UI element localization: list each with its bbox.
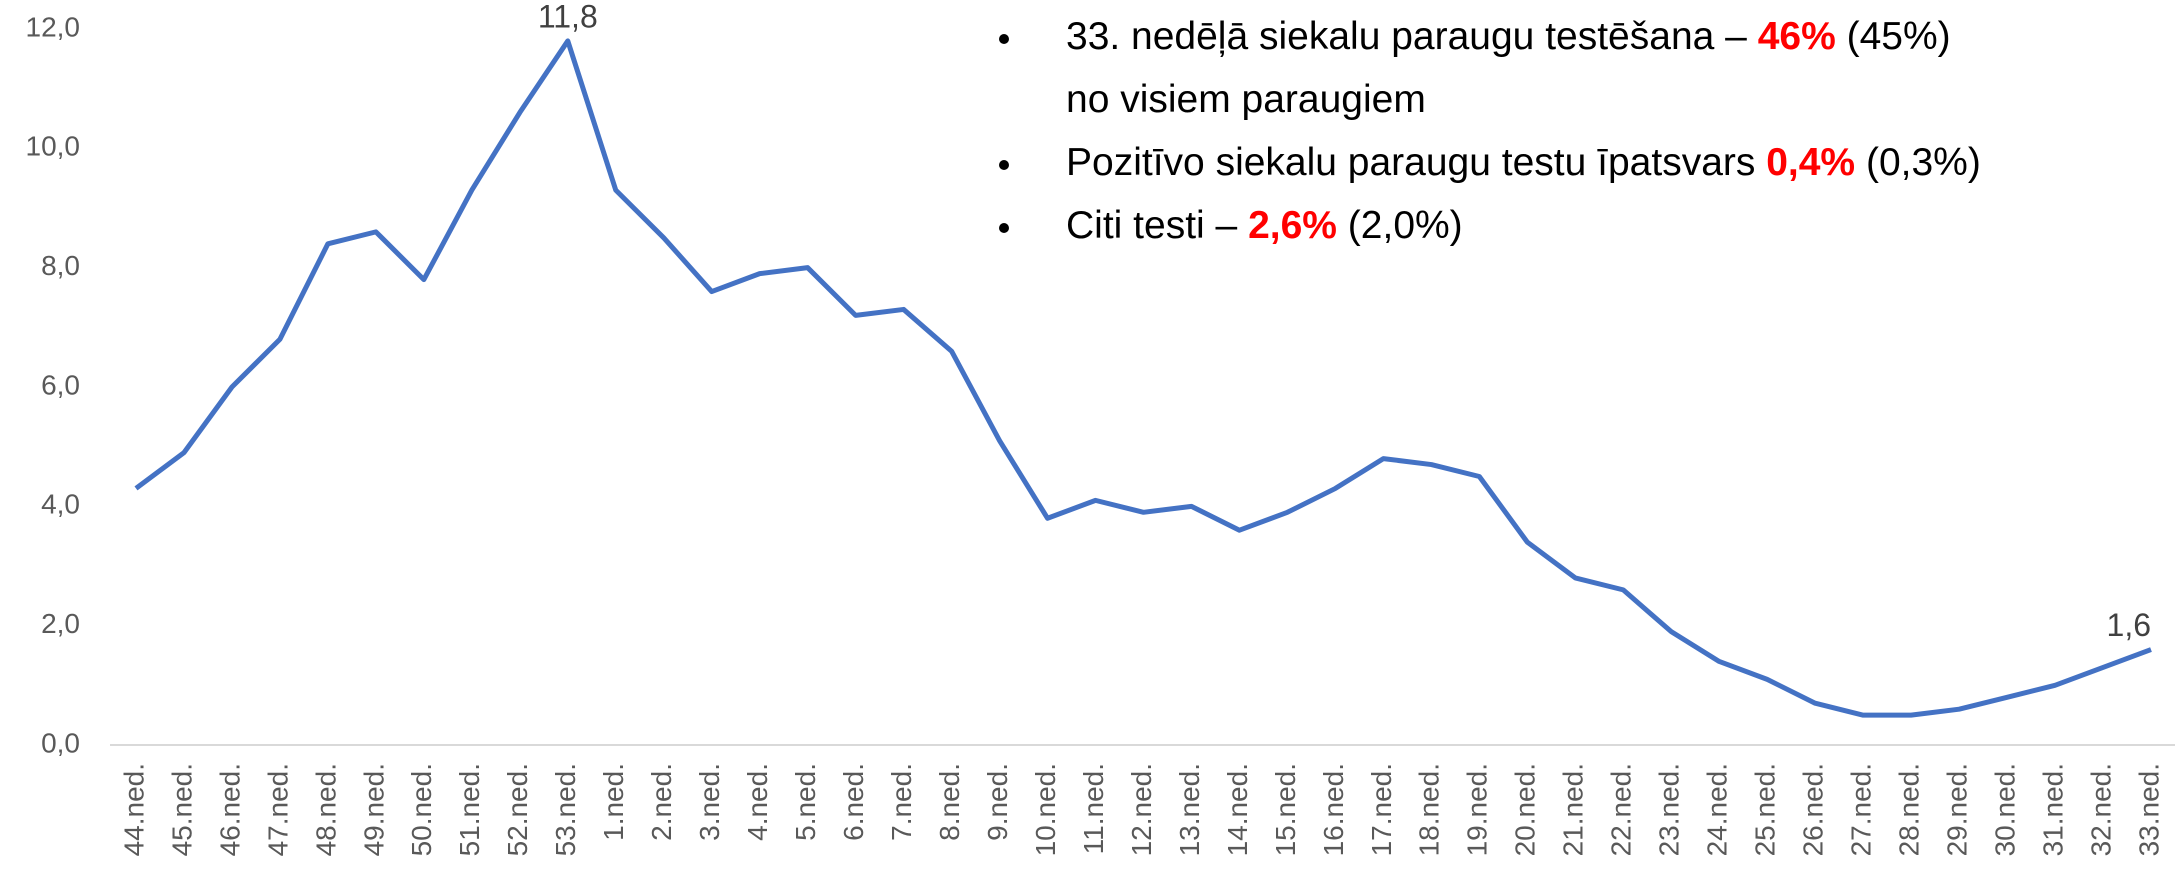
x-tick-label: 27.ned. <box>1846 763 1877 856</box>
x-tick-label: 19.ned. <box>1462 763 1493 856</box>
annotation-text: 0,4% <box>1766 141 1855 184</box>
annotation-text: Pozitīvo siekalu paraugu testu īpatsvars <box>1066 141 1766 184</box>
x-tick-label: 26.ned. <box>1798 763 1829 856</box>
x-tick-label: 48.ned. <box>310 763 341 856</box>
x-tick-label: 46.ned. <box>214 763 245 856</box>
x-tick-label: 29.ned. <box>1941 763 1972 856</box>
x-tick-label: 20.ned. <box>1510 763 1541 856</box>
x-tick-label: 47.ned. <box>262 763 293 856</box>
data-label: 1,6 <box>2107 607 2151 643</box>
x-tick-label: 23.ned. <box>1654 763 1685 856</box>
x-tick-label: 21.ned. <box>1558 763 1589 856</box>
bullet <box>999 34 1009 44</box>
annotation-line: Pozitīvo siekalu paraugu testu īpatsvars… <box>1066 141 1981 184</box>
x-tick-label: 16.ned. <box>1318 763 1349 856</box>
x-tick-label: 12.ned. <box>1126 763 1157 856</box>
x-tick-label: 15.ned. <box>1270 763 1301 856</box>
x-tick-label: 1.ned. <box>598 763 629 841</box>
data-line <box>134 38 2152 718</box>
x-tick-label: 33.ned. <box>2133 763 2164 856</box>
data-label: 11,8 <box>538 0 598 34</box>
y-tick-label: 4,0 <box>41 489 80 520</box>
annotation-line: 33. nedēļā siekalu paraugu testēšana – 4… <box>1066 15 1951 58</box>
x-tick-label: 24.ned. <box>1702 763 1733 856</box>
x-tick-label: 31.ned. <box>2037 763 2068 856</box>
x-tick-label: 17.ned. <box>1366 763 1397 856</box>
x-tick-label: 6.ned. <box>838 763 869 841</box>
annotation-line: Citi testi – 2,6% (2,0%) <box>1066 204 1463 247</box>
x-tick-label: 5.ned. <box>790 763 821 841</box>
y-tick-label: 10,0 <box>26 131 81 162</box>
x-tick-label: 14.ned. <box>1222 763 1253 856</box>
y-tick-label: 8,0 <box>41 250 80 281</box>
x-tick-label: 2.ned. <box>646 763 677 841</box>
bullet <box>999 223 1009 233</box>
x-tick-label: 18.ned. <box>1414 763 1445 856</box>
x-tick-label: 53.ned. <box>550 763 581 856</box>
y-tick-label: 2,0 <box>41 608 80 639</box>
annotation-text: (0,3%) <box>1855 141 1981 184</box>
x-tick-label: 22.ned. <box>1606 763 1637 856</box>
y-tick-label: 12,0 <box>26 11 81 42</box>
x-tick-label: 4.ned. <box>742 763 773 841</box>
x-tick-label: 50.ned. <box>406 763 437 856</box>
x-tick-label: 30.ned. <box>1989 763 2020 856</box>
x-tick-label: 52.ned. <box>502 763 533 856</box>
bullet <box>999 160 1009 170</box>
x-tick-label: 3.ned. <box>694 763 725 841</box>
annotation-text: (2,0%) <box>1337 204 1463 247</box>
annotation-text: (45%) <box>1836 15 1951 58</box>
y-tick-label: 6,0 <box>41 369 80 400</box>
annotation-text: 2,6% <box>1248 204 1337 247</box>
x-tick-label: 51.ned. <box>454 763 485 856</box>
x-tick-label: 11.ned. <box>1078 763 1109 854</box>
x-tick-label: 44.ned. <box>118 763 149 856</box>
x-tick-label: 25.ned. <box>1750 763 1781 856</box>
x-tick-label: 10.ned. <box>1030 763 1061 856</box>
x-tick-label: 7.ned. <box>886 763 917 841</box>
annotation-text: Citi testi – <box>1066 204 1248 247</box>
x-tick-label: 13.ned. <box>1174 763 1205 856</box>
x-tick-label: 45.ned. <box>166 763 197 856</box>
x-tick-label: 8.ned. <box>934 763 965 841</box>
annotation-line: no visiem paraugiem <box>1066 78 1426 121</box>
x-tick-label: 32.ned. <box>2085 763 2116 856</box>
x-tick-label: 49.ned. <box>358 763 389 856</box>
x-tick-label: 9.ned. <box>982 763 1013 841</box>
annotation-text: 33. nedēļā siekalu paraugu testēšana – <box>1066 15 1758 58</box>
x-tick-label: 28.ned. <box>1894 763 1925 856</box>
annotation-text: 46% <box>1758 15 1836 58</box>
y-tick-label: 0,0 <box>41 727 80 758</box>
annotation-text: no visiem paraugiem <box>1066 78 1426 121</box>
